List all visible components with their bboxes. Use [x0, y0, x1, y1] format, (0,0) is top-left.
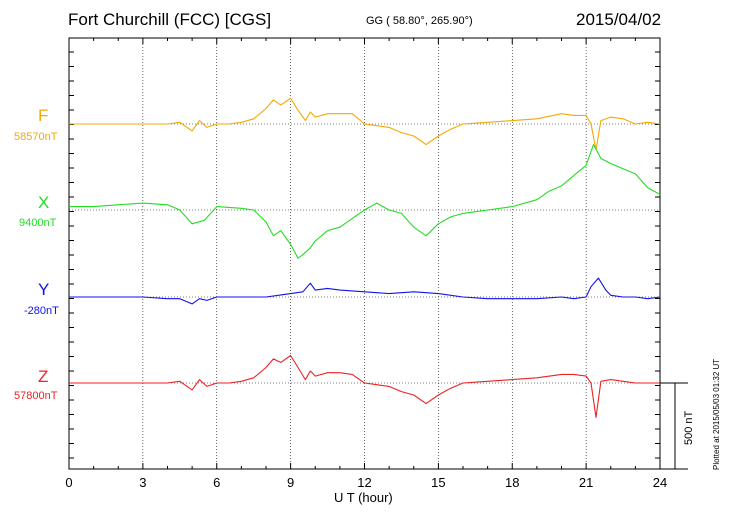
x-tick-label: 0 [65, 475, 72, 490]
y-label: Y [38, 280, 50, 299]
x-label: X [38, 193, 50, 212]
x-baseline: 9400nT [19, 217, 57, 229]
series-line-f [69, 97, 661, 151]
x-tick-label: 3 [139, 475, 146, 490]
f-baseline: 58570nT [14, 131, 58, 143]
x-tick-label: 12 [357, 475, 371, 490]
series-line-z [69, 354, 660, 418]
x-axis-label: U T (hour) [334, 490, 393, 505]
f-label: F [38, 106, 49, 125]
z-label: Z [38, 367, 49, 386]
station-title: Fort Churchill (FCC) [CGS] [68, 10, 272, 29]
geographic-coords: GG ( 58.80°, 265.90°) [366, 15, 473, 27]
series-line-x [69, 144, 661, 259]
x-tick-label: 9 [287, 475, 294, 490]
x-tick-label: 15 [431, 475, 445, 490]
x-tick-label: 18 [505, 475, 519, 490]
plotted-timestamp: Plotted at 2015/05/03 01:32 UT [712, 358, 721, 470]
scale-bar-label: 500 nT [683, 410, 695, 445]
x-tick-label: 21 [579, 475, 593, 490]
series-line-y [69, 277, 661, 305]
plot-date: 2015/04/02 [576, 10, 662, 29]
x-tick-label: 6 [213, 475, 220, 490]
x-tick-label: 24 [653, 475, 667, 490]
z-baseline: 57800nT [14, 390, 58, 402]
y-baseline: -280nT [24, 305, 59, 317]
